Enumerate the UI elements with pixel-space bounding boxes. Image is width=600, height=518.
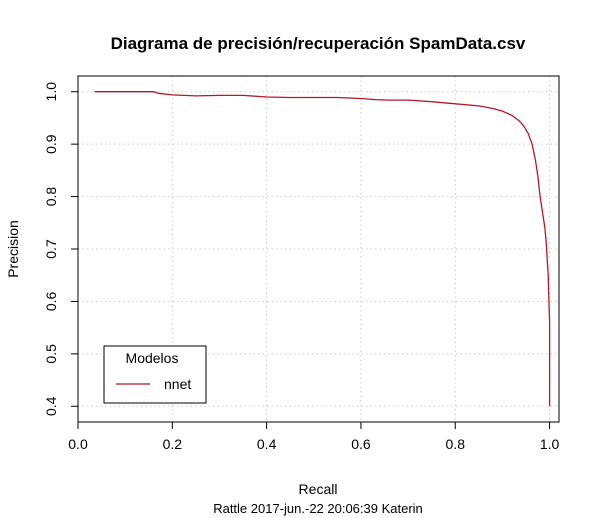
y-tick-label: 0.7	[43, 239, 59, 259]
x-tick-label: 0.8	[446, 436, 466, 452]
y-axis-label: Precision	[5, 220, 21, 278]
y-tick-label: 0.9	[43, 134, 59, 154]
y-tick-label: 0.8	[43, 187, 59, 207]
y-tick-label: 0.5	[43, 344, 59, 364]
x-axis-label: Recall	[299, 481, 338, 497]
x-tick-label: 0.6	[351, 436, 371, 452]
legend-title: Modelos	[126, 350, 179, 366]
series-layer	[94, 91, 551, 407]
chart-title: Diagrama de precisión/recuperación SpamD…	[111, 34, 526, 53]
chart-subtitle: Rattle 2017-jun.-22 20:06:39 Katerin	[213, 501, 423, 516]
x-tick-label: 0.2	[163, 436, 183, 452]
y-tick-label: 0.4	[43, 396, 59, 416]
legend-label-nnet: nnet	[164, 376, 191, 392]
x-tick-label: 0.0	[68, 436, 88, 452]
y-axis: 0.4 0.5 0.6 0.7 0.8 0.9 1.0	[43, 82, 79, 416]
legend-box	[103, 345, 207, 404]
x-tick-label: 1.0	[540, 436, 560, 452]
series-line-nnet	[94, 91, 551, 407]
y-tick-label: 0.6	[43, 291, 59, 311]
x-tick-label: 0.4	[257, 436, 277, 452]
legend: Modelos nnet	[103, 345, 207, 404]
x-axis: 0.0 0.2 0.4 0.6 0.8 1.0	[68, 421, 560, 452]
y-tick-label: 1.0	[43, 82, 59, 102]
